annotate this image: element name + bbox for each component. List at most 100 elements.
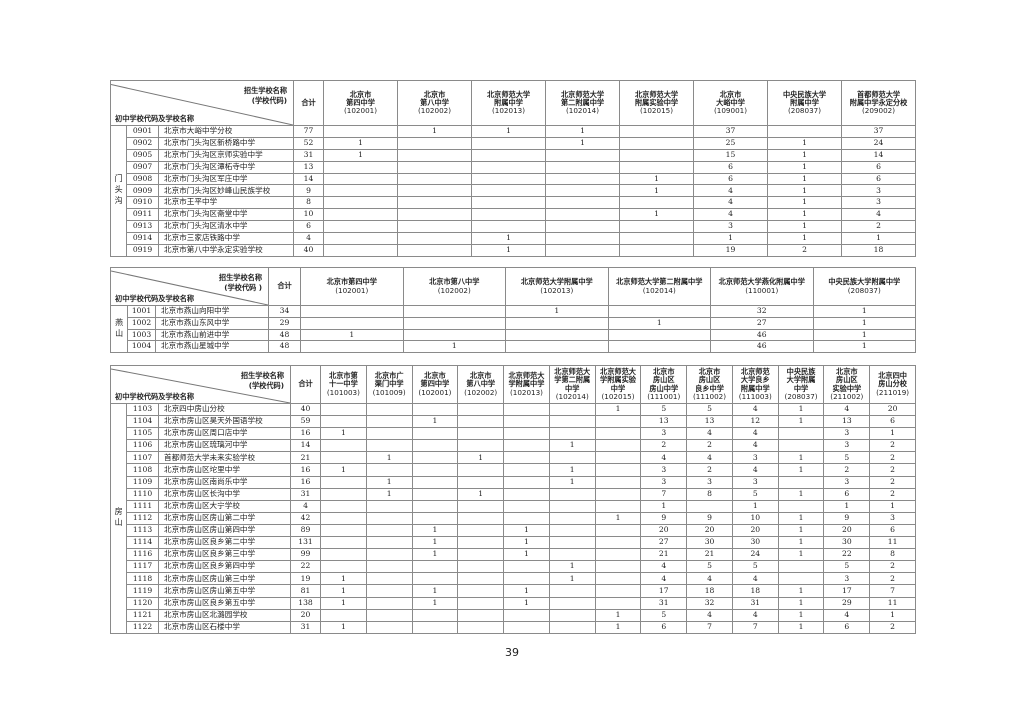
quota-cell: 22 (823, 548, 871, 562)
header-corner: 招生学校名称 (学校代码) 初中学校代码及学校名称 (109, 365, 292, 404)
school-code-cell: 1109 (126, 475, 159, 489)
corner-code-label: (学校代码) (251, 96, 288, 106)
quota-cell (411, 499, 459, 513)
school-code-cell: 0919 (126, 243, 159, 257)
school-name-cell: 北京市房山区大宁学校 (157, 499, 292, 513)
quota-cell: 24 (731, 548, 779, 562)
total-column-header: 合计 (268, 267, 302, 306)
table-row: 0908 北京市门头沟区军庄中学 14 1 6 1 6 (111, 172, 917, 186)
school-code-cell: 1121 (126, 608, 159, 622)
quota-cell (365, 499, 413, 513)
school-name: 中央民族 (786, 366, 816, 376)
quota-cell: 1 (471, 232, 547, 245)
quota-cell: 5 (731, 487, 779, 501)
quota-cell: 1 (548, 475, 596, 489)
quota-cell: 4 (823, 402, 871, 417)
quota-cell: 1 (823, 499, 871, 513)
quota-cell: 4 (686, 572, 733, 586)
quota-cell (594, 584, 642, 598)
quota-cell (503, 560, 550, 574)
school-column-header: 北京市 房山区 实验中学 (211002) (823, 365, 871, 404)
quota-cell (323, 243, 399, 257)
quota-cell (607, 340, 712, 354)
quota-cell (777, 475, 825, 489)
table-row: 1116 北京市房山区良乡第三中学 99 1 1 21 21 24 1 22 8 (111, 548, 916, 562)
total-cell: 29 (268, 316, 302, 330)
school-name: 附属中学 (740, 383, 770, 393)
quota-cell: 2 (686, 439, 733, 453)
school-name-cell: 北京市门头沟区潭柘寺中学 (157, 160, 295, 174)
quota-cell (320, 536, 367, 550)
school-code-cell: 1001 (127, 305, 156, 318)
quota-cell: 1 (777, 523, 825, 538)
school-column-header: 中央民族大学附属中学(208037) (767, 80, 843, 126)
school-code-cell: 1118 (126, 572, 159, 586)
quota-cell (548, 584, 596, 598)
school-name: 附属中学永定分校 (849, 97, 908, 107)
quota-cell: 1 (323, 148, 399, 162)
quota-cell (503, 499, 550, 513)
school-code-cell: 1113 (126, 523, 159, 538)
table-row: 0902 北京市门头沟区新桥路中学 52 1 1 25 1 24 (111, 136, 917, 150)
table-row: 1121 北京市房山区北潞园学校 20 1 5 4 4 1 4 1 (111, 608, 916, 622)
quota-cell (594, 523, 642, 538)
header-corner: 招生学校名称 (学校代码 ) 初中学校代码及学校名称 (109, 267, 270, 306)
quota-cell: 1 (411, 584, 459, 598)
quota-cell (457, 402, 505, 417)
quota-cell (505, 328, 609, 342)
quota-cell (300, 316, 404, 330)
quota-cell: 1 (545, 136, 621, 150)
quota-cell: 17 (640, 584, 688, 598)
school-code-cell: 0910 (126, 196, 159, 210)
quota-cell (365, 584, 413, 598)
school-column-header: 北京师范大学第二附属中学(102014) (548, 365, 596, 404)
school-name: 大学良乡 (740, 375, 770, 385)
quota-cell (320, 402, 367, 417)
school-name-cell: 北京市房山区房山第五中学 (157, 584, 292, 598)
quota-cell (365, 548, 413, 562)
header-row: 招生学校名称 (学校代码) 初中学校代码及学校名称 合计 北京市 第四中学 (102001)… (109, 80, 917, 126)
quota-cell: 1 (320, 427, 367, 441)
corner-admitting-school-label: 招生学校名称 (学校代码 ) (219, 273, 262, 293)
quota-cell: 1 (777, 511, 825, 525)
quota-cell: 4 (640, 451, 688, 465)
school-name: 北京市 (652, 366, 675, 376)
school-code-cell: 1117 (126, 560, 159, 574)
total-cell: 48 (268, 340, 302, 354)
corner-admitting-school-label: 招生学校名称 (学校代码) (244, 86, 287, 106)
quota-cell: 1 (402, 340, 507, 354)
school-code: (211019) (876, 387, 910, 397)
quota-cell: 5 (640, 402, 688, 417)
quota-cell (548, 451, 596, 465)
quota-cell: 1 (767, 148, 843, 162)
quota-cell: 1 (841, 232, 917, 245)
quota-cell: 46 (710, 328, 814, 342)
quota-cell: 20 (640, 523, 688, 538)
school-name: 第八中学 (466, 379, 496, 389)
region-label: 房山 (110, 403, 127, 634)
school-code: (110001) (745, 285, 779, 295)
quota-cell (503, 608, 550, 622)
school-column-header: 北京师范大学附属中学(102013) (503, 365, 550, 404)
table-row: 1111 北京市房山区大宁学校 4 1 1 1 1 (111, 499, 916, 513)
school-column-header: 北京市第八中学(102002) (402, 267, 507, 306)
quota-cell: 7 (731, 620, 779, 634)
quota-cell: 1 (365, 475, 413, 489)
school-name: 北京师范大学 (634, 89, 679, 99)
total-cell: 9 (293, 184, 325, 198)
school-name: 学附属中学 (508, 379, 545, 389)
quota-cell (320, 475, 367, 489)
quota-cell: 20 (869, 402, 916, 417)
quota-cell: 1 (548, 572, 596, 586)
school-name: 北京市 (698, 366, 721, 376)
quota-cell: 3 (693, 220, 769, 234)
quota-cell: 2 (869, 439, 916, 453)
quota-cell (619, 196, 695, 210)
school-code: (209002) (861, 106, 896, 116)
school-code: (102013) (540, 285, 574, 295)
school-name: 房山中学 (649, 383, 679, 393)
quota-cell (365, 620, 413, 634)
quota-cell (619, 125, 695, 138)
quota-cell (471, 196, 547, 210)
quota-cell: 30 (686, 536, 733, 550)
